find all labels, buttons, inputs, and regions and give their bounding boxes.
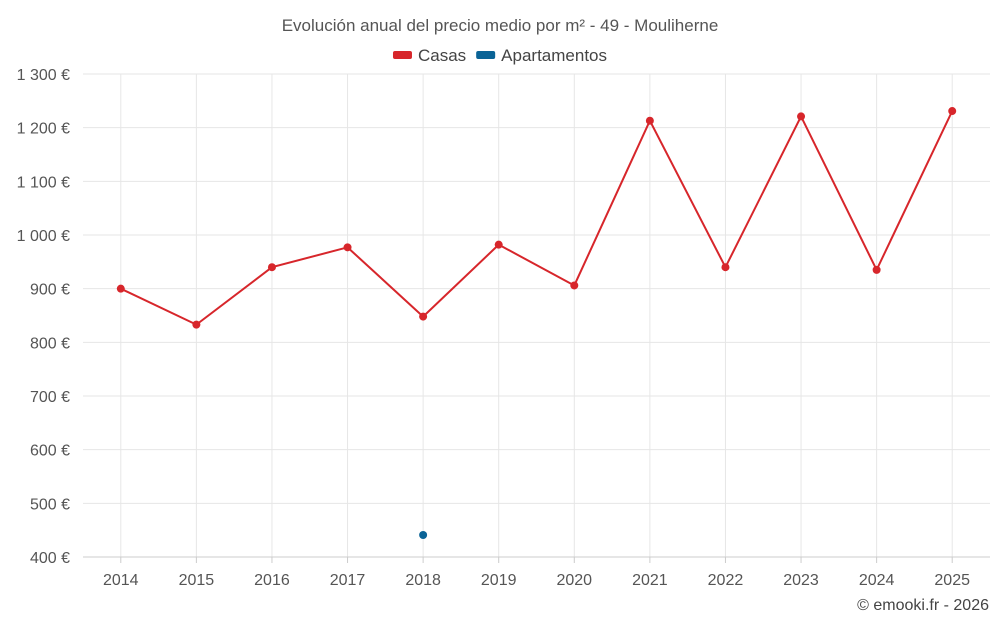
x-tick-label: 2018 xyxy=(405,572,441,589)
chart-title: Evolución anual del precio medio por m² … xyxy=(282,16,719,35)
data-point-casas[interactable] xyxy=(494,240,503,249)
data-point-casas[interactable] xyxy=(267,263,276,272)
data-point-casas[interactable] xyxy=(570,281,579,290)
legend[interactable]: Casas Apartamentos xyxy=(392,46,607,65)
x-tick-label: 2015 xyxy=(179,572,215,589)
grid-lines xyxy=(83,73,990,557)
x-tick-label: 2022 xyxy=(708,572,744,589)
legend-item-casas[interactable]: Casas xyxy=(392,46,466,65)
data-point-apartamentos[interactable] xyxy=(419,530,428,539)
x-tick-label: 2024 xyxy=(859,572,895,589)
x-tick-label: 2023 xyxy=(783,572,819,589)
legend-item-apartamentos[interactable]: Apartamentos xyxy=(476,46,607,65)
data-point-casas[interactable] xyxy=(192,320,201,329)
data-point-casas[interactable] xyxy=(948,107,957,116)
x-tick-label: 2020 xyxy=(556,572,592,589)
data-point-casas[interactable] xyxy=(872,265,881,274)
y-tick-label: 600 € xyxy=(30,443,70,460)
data-point-casas[interactable] xyxy=(343,243,352,252)
legend-swatch xyxy=(392,51,412,59)
x-tick-label: 2025 xyxy=(934,572,970,589)
y-tick-label: 1 100 € xyxy=(17,174,70,191)
y-axis: 400 € 500 € 600 € 700 € 800 € 900 € 1 000 € 1 1… xyxy=(17,67,70,567)
series-group xyxy=(116,107,957,539)
data-point-casas[interactable] xyxy=(116,284,125,293)
x-tick-label: 2016 xyxy=(254,572,290,589)
data-point-casas[interactable] xyxy=(645,116,654,125)
x-tick-label: 2017 xyxy=(330,572,366,589)
y-tick-label: 400 € xyxy=(30,550,70,567)
data-point-casas[interactable] xyxy=(797,112,806,121)
legend-swatch xyxy=(476,51,496,59)
y-tick-label: 1 000 € xyxy=(17,228,70,245)
legend-label: Apartamentos xyxy=(501,46,607,65)
data-point-casas[interactable] xyxy=(721,263,730,272)
x-tick-label: 2021 xyxy=(632,572,668,589)
x-tick-label: 2014 xyxy=(103,572,139,589)
legend-label: Casas xyxy=(418,46,466,65)
y-tick-label: 900 € xyxy=(30,282,70,299)
y-tick-label: 1 300 € xyxy=(17,67,70,84)
y-tick-label: 500 € xyxy=(30,496,70,513)
x-tick-label: 2019 xyxy=(481,572,517,589)
series-line-casas xyxy=(120,110,954,326)
x-axis: 2014 2015 2016 2017 2018 2019 2020 2021 2022 2023… xyxy=(83,556,990,589)
data-point-casas[interactable] xyxy=(419,312,428,321)
credit-text: © emooki.fr - 2026 xyxy=(857,597,989,614)
y-tick-label: 700 € xyxy=(30,389,70,406)
y-tick-label: 1 200 € xyxy=(17,121,70,138)
y-tick-label: 800 € xyxy=(30,335,70,352)
